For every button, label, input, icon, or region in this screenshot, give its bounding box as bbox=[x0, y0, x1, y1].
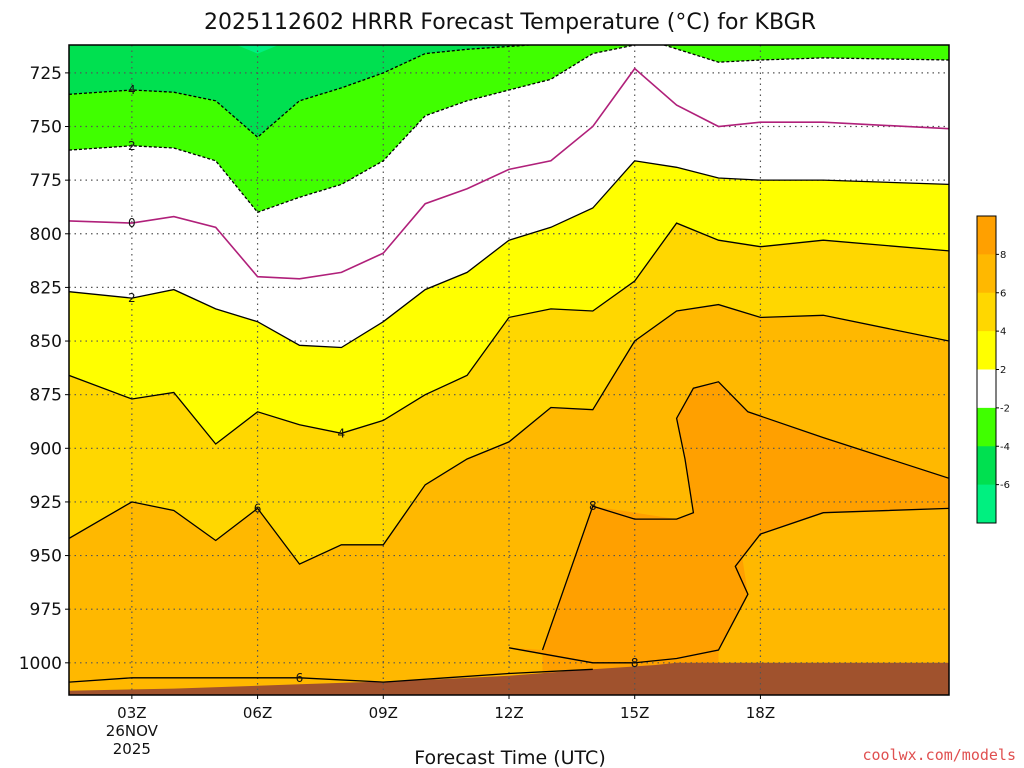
colorbar-swatch bbox=[977, 292, 996, 332]
contour-line bbox=[69, 222, 949, 445]
y-tick-label: 925 bbox=[30, 493, 62, 513]
colorbar-label: -4 bbox=[1000, 442, 1010, 453]
contour-label: 8 bbox=[589, 499, 597, 513]
contour-label: 0 bbox=[128, 216, 136, 230]
contour-label: 6 bbox=[254, 501, 262, 515]
colorbar-label: 4 bbox=[1000, 327, 1006, 338]
x-tick-date-label: 26NOV bbox=[106, 722, 159, 740]
y-tick-label: 950 bbox=[30, 547, 62, 567]
colorbar-swatch bbox=[977, 254, 996, 294]
contour-label: 6 bbox=[296, 671, 304, 685]
y-tick-label: 900 bbox=[30, 439, 62, 459]
contour-line bbox=[541, 381, 949, 651]
y-tick-label: 975 bbox=[30, 600, 62, 620]
colorbar-swatch bbox=[977, 446, 996, 486]
plot-area: 4 2 0 2 4 6 8 8 6 725 750 775 800 825 850 875 900 925 950 9… bbox=[19, 44, 950, 758]
contour-label: 4 bbox=[338, 426, 346, 440]
band-minus6-to-minus4 bbox=[69, 45, 530, 138]
x-tick-label: 03Z bbox=[117, 704, 146, 722]
contour-line bbox=[508, 507, 949, 664]
y-tick-label: 875 bbox=[30, 386, 62, 406]
colorbar-label: 2 bbox=[1000, 365, 1006, 376]
x-tick-year-label: 2025 bbox=[113, 740, 151, 758]
contour-line bbox=[69, 303, 949, 565]
band-8-to-10-lower bbox=[509, 506, 748, 663]
y-tick-label: 750 bbox=[30, 118, 62, 138]
contour-line bbox=[69, 160, 949, 349]
colorbar-label: 8 bbox=[1000, 250, 1006, 261]
x-axis-title: Forecast Time (UTC) bbox=[414, 747, 605, 768]
plot-layers: 4 2 0 2 4 6 8 8 6 bbox=[69, 45, 949, 695]
y-tick-label: 850 bbox=[30, 332, 62, 352]
site-credit: coolwx.com/models bbox=[862, 746, 1016, 764]
y-tick-label: 1000 bbox=[19, 654, 62, 674]
colorbar-swatch bbox=[977, 331, 996, 370]
colorbar-label: -2 bbox=[1000, 403, 1010, 414]
colorbar-swatch bbox=[977, 407, 996, 447]
y-tick-label: 775 bbox=[30, 171, 62, 191]
band-minus8-to-minus6 bbox=[236, 45, 279, 54]
band-6-to-8-lower-right bbox=[718, 508, 949, 695]
colorbar: 8 6 4 2 -2 -4 -6 bbox=[976, 215, 1010, 524]
colorbar-label: -6 bbox=[1000, 480, 1010, 491]
x-tick-label: 15Z bbox=[620, 704, 649, 722]
contour-label: 4 bbox=[128, 83, 136, 97]
contour-line bbox=[69, 45, 531, 139]
chart-title: 2025112602 HRRR Forecast Temperature (°C… bbox=[204, 10, 816, 35]
contour-label: 8 bbox=[631, 656, 639, 670]
y-tick-label: 825 bbox=[30, 278, 62, 298]
x-tick-label: 06Z bbox=[243, 704, 272, 722]
contour-line bbox=[69, 45, 635, 214]
colorbar-swatch bbox=[977, 216, 996, 255]
x-tick-label: 09Z bbox=[369, 704, 398, 722]
x-tick-label: 12Z bbox=[494, 704, 523, 722]
y-tick-label: 800 bbox=[30, 225, 62, 245]
contour-label: 2 bbox=[128, 291, 136, 305]
x-tick-label: 18Z bbox=[746, 704, 775, 722]
contour-label: 2 bbox=[128, 139, 136, 153]
colorbar-swatch bbox=[977, 484, 996, 524]
band-minus4-to-minus2-right bbox=[664, 45, 949, 63]
contour-line bbox=[69, 668, 593, 683]
y-tick-label: 725 bbox=[30, 64, 62, 84]
colorbar-swatch bbox=[977, 369, 996, 409]
colorbar-label: 6 bbox=[1000, 288, 1006, 299]
contour-line bbox=[69, 67, 949, 280]
